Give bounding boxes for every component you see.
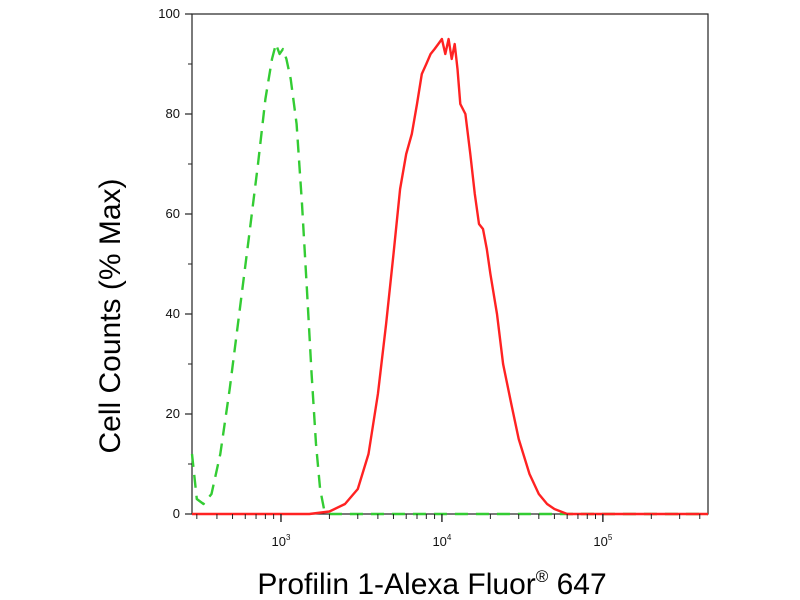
x-axis: 103 104 105 xyxy=(196,514,701,549)
x-axis-title-registered-mark: ® xyxy=(536,567,549,586)
y-axis: 0 20 40 60 80 100 xyxy=(158,6,192,521)
x-tick-label: 105 xyxy=(593,533,612,549)
series-line-1 xyxy=(190,42,708,516)
y-tick-label: 40 xyxy=(166,306,180,321)
y-tick-label: 60 xyxy=(166,206,180,221)
plot-frame xyxy=(191,13,709,515)
series-line-2 xyxy=(192,37,708,516)
x-tick-label: 103 xyxy=(272,533,291,549)
x-tick-label: 104 xyxy=(432,533,451,549)
y-axis-title: Cell Counts (% Max) xyxy=(94,178,127,453)
x-axis-title: Profilin 1-Alexa Fluor® 647 xyxy=(257,567,606,600)
plot-border xyxy=(191,13,709,515)
x-axis-title-main: Profilin 1-Alexa Fluor xyxy=(257,568,535,600)
y-tick-label: 80 xyxy=(166,106,180,121)
y-tick-label: 0 xyxy=(173,506,180,521)
x-axis-title-suffix: 647 xyxy=(548,568,606,600)
y-tick-label: 100 xyxy=(158,6,180,21)
series-layer xyxy=(190,37,708,516)
y-tick-label: 20 xyxy=(166,406,180,421)
